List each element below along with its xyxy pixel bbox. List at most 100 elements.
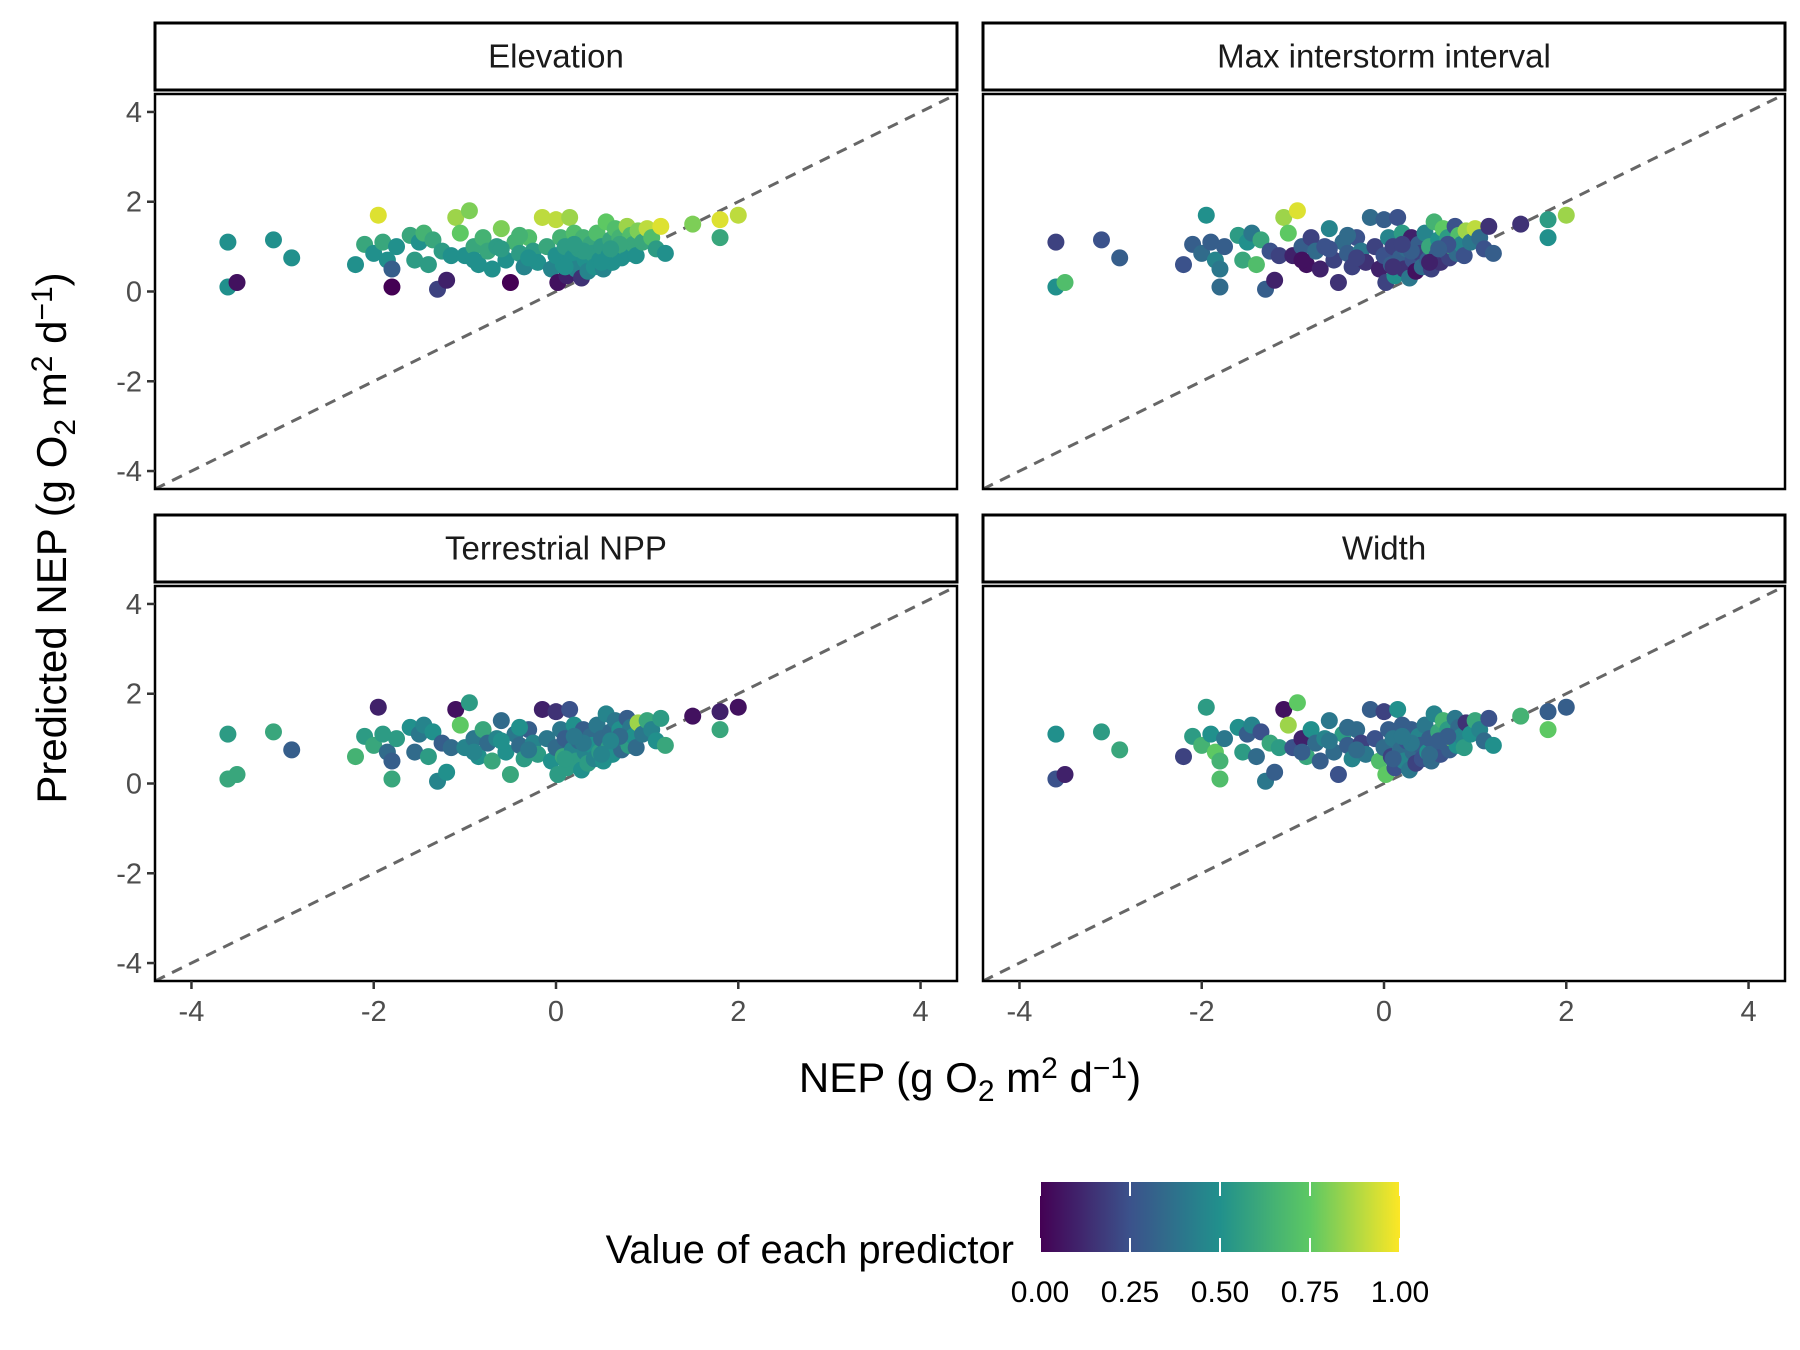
data-point: [383, 278, 401, 296]
axis-title-part: ): [28, 272, 75, 286]
data-point: [1175, 748, 1192, 766]
axis-title-part: 2: [26, 356, 59, 373]
data-point: [1421, 253, 1439, 271]
x-axis-title: NEP (g O2 m2 d−1): [799, 1052, 1141, 1108]
data-point: [1111, 249, 1129, 267]
data-point: [460, 694, 478, 712]
data-point: [565, 727, 583, 745]
data-point: [1092, 231, 1110, 249]
data-point: [447, 700, 465, 718]
legend-tick-label: 0.25: [1101, 1276, 1159, 1309]
data-point: [383, 260, 401, 278]
data-point: [219, 233, 237, 251]
data-point: [1512, 707, 1530, 725]
data-point: [1389, 700, 1407, 718]
axis-title-part: m: [28, 372, 75, 419]
data-point: [374, 233, 392, 251]
y-tick-label: 2: [126, 187, 142, 219]
data-point: [1384, 258, 1402, 276]
data-point: [442, 247, 460, 265]
axis-title-part: 2: [49, 419, 82, 436]
data-point: [1211, 260, 1229, 278]
data-point: [1202, 725, 1220, 743]
data-point: [483, 752, 501, 770]
data-point: [369, 206, 387, 224]
data-point: [1416, 716, 1434, 734]
data-point: [520, 741, 538, 759]
data-point: [1539, 229, 1557, 247]
axis-title-part: 2: [1041, 1052, 1058, 1085]
data-point: [1375, 211, 1393, 229]
data-point: [492, 240, 510, 258]
facet-strip-label: Max interstorm interval: [1217, 38, 1551, 75]
data-point: [365, 736, 383, 754]
facet-strip: [981, 21, 1787, 92]
data-point: [1348, 249, 1366, 267]
facet-strip-label: Elevation: [488, 38, 624, 75]
data-point: [1047, 233, 1065, 251]
data-point: [492, 220, 510, 238]
data-point: [511, 226, 529, 244]
data-point: [1421, 745, 1439, 763]
data-point: [1234, 743, 1252, 761]
facet-strip-label: Terrestrial NPP: [445, 530, 667, 567]
data-point: [1092, 723, 1110, 741]
data-point: [1275, 208, 1293, 226]
data-point: [1329, 766, 1347, 784]
y-tick-label: 0: [126, 769, 142, 801]
data-point: [1211, 770, 1229, 788]
x-tick-label: -2: [1189, 996, 1215, 1028]
axis-title-part: ): [1127, 1054, 1141, 1101]
axis-title-part: −1: [26, 286, 59, 320]
x-tick-label: 4: [1740, 996, 1756, 1028]
data-point: [501, 274, 519, 292]
data-point: [588, 716, 606, 734]
y-tick-label: -2: [116, 366, 142, 398]
data-point: [1329, 274, 1347, 292]
legend-tick-label: 0.75: [1281, 1276, 1339, 1309]
data-point: [283, 741, 301, 759]
data-point: [1539, 703, 1557, 721]
data-point: [1320, 220, 1338, 238]
data-point: [1455, 247, 1473, 265]
data-point: [1480, 709, 1498, 727]
legend-tick-label: 1.00: [1371, 1276, 1429, 1309]
data-point: [1416, 224, 1434, 242]
data-point: [365, 244, 383, 262]
data-point: [1393, 727, 1411, 745]
data-point: [1047, 725, 1065, 743]
data-point: [533, 700, 551, 718]
data-point: [1275, 700, 1293, 718]
data-point: [588, 224, 606, 242]
data-point: [347, 256, 364, 274]
data-point: [684, 215, 702, 233]
data-point: [374, 725, 392, 743]
x-tick-label: -4: [1007, 996, 1033, 1028]
y-axis-title: Predicted NEP (g O2 m2 d−1): [26, 272, 82, 803]
one-to-one-line: [155, 94, 957, 489]
facet-strip: [153, 21, 959, 92]
data-point: [383, 752, 401, 770]
y-tick-label: -4: [116, 948, 142, 980]
data-point: [1455, 739, 1473, 757]
axis-title-part: −1: [1093, 1052, 1127, 1085]
data-point: [1197, 698, 1215, 716]
data-point: [1279, 716, 1297, 734]
panel: Terrestrial NPP -4 -2 0 2 4 -4 -2 0 2 4: [116, 513, 959, 1028]
axis-title-part: d: [28, 321, 75, 356]
y-tick-label: 4: [126, 97, 142, 129]
data-point: [556, 258, 574, 276]
y-tick-label: 0: [126, 277, 142, 309]
legend-title: Value of each predictor: [606, 1228, 1014, 1272]
data-point: [547, 703, 565, 721]
data-point: [684, 707, 702, 725]
data-point: [1211, 278, 1229, 296]
data-point: [1557, 698, 1575, 716]
data-point: [1193, 244, 1211, 262]
data-point: [1252, 723, 1270, 741]
data-point: [1389, 208, 1407, 226]
data-point: [438, 763, 456, 781]
data-point: [264, 723, 282, 741]
data-point: [652, 709, 670, 727]
